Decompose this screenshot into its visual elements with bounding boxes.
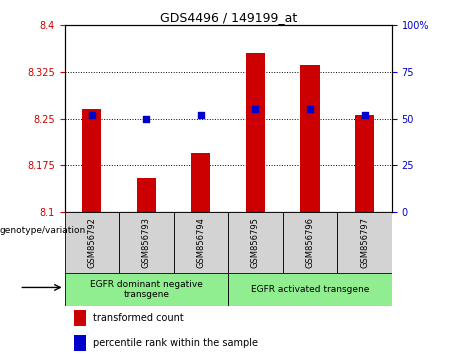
- Bar: [74, 310, 86, 326]
- Bar: [283, 212, 337, 273]
- Bar: [137, 178, 156, 212]
- Title: GDS4496 / 149199_at: GDS4496 / 149199_at: [160, 11, 297, 24]
- Bar: [228, 273, 392, 306]
- Text: GSM856792: GSM856792: [87, 217, 96, 268]
- Bar: [65, 212, 119, 273]
- Point: [306, 106, 313, 112]
- Bar: [191, 153, 211, 212]
- Text: GSM856795: GSM856795: [251, 217, 260, 268]
- Bar: [301, 65, 319, 212]
- Text: transformed count: transformed count: [93, 313, 183, 324]
- Bar: [228, 212, 283, 273]
- Point: [361, 112, 368, 118]
- Text: GSM856797: GSM856797: [360, 217, 369, 268]
- Text: EGFR dominant negative
transgene: EGFR dominant negative transgene: [90, 280, 203, 299]
- Bar: [174, 212, 228, 273]
- Bar: [82, 109, 101, 212]
- Point: [252, 106, 259, 112]
- Text: GSM856793: GSM856793: [142, 217, 151, 268]
- Bar: [246, 53, 265, 212]
- Bar: [355, 115, 374, 212]
- Bar: [337, 212, 392, 273]
- Point: [197, 112, 205, 118]
- Bar: [119, 212, 174, 273]
- Text: EGFR activated transgene: EGFR activated transgene: [251, 285, 369, 294]
- Text: GSM856796: GSM856796: [306, 217, 314, 268]
- Point: [88, 112, 95, 118]
- Point: [142, 116, 150, 121]
- Bar: [65, 273, 228, 306]
- Text: percentile rank within the sample: percentile rank within the sample: [93, 338, 258, 348]
- Bar: [74, 336, 86, 351]
- Text: genotype/variation: genotype/variation: [0, 227, 86, 235]
- Text: GSM856794: GSM856794: [196, 217, 206, 268]
